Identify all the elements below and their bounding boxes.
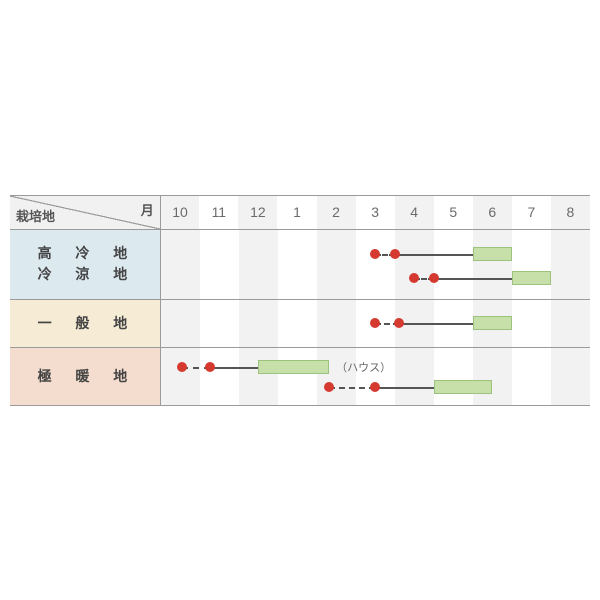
month-header: 4 [395,195,434,229]
marker-dot [394,318,404,328]
segment-solid [210,367,259,369]
row-label-line: 極 暖 地 [10,366,160,387]
segment-solid [375,387,434,389]
harvest-bar [473,247,512,261]
harvest-bar [434,380,493,394]
planting-calendar-chart: 栽培地月10111212345678高 冷 地冷 涼 地一 般 地極 暖 地（ハ… [10,195,590,406]
timeline-layer [161,300,590,347]
segment-dashed [329,387,376,389]
marker-dot [409,273,419,283]
row-label: 極 暖 地 [10,347,160,405]
marker-dot [324,382,334,392]
month-header: 2 [317,195,356,229]
row-label: 高 冷 地冷 涼 地 [10,229,160,299]
segment-solid [434,278,512,280]
marker-dot [177,362,187,372]
harvest-bar [258,360,328,374]
month-header: 7 [512,195,551,229]
row-label-line: 一 般 地 [10,313,160,334]
marker-dot [205,362,215,372]
header-corner: 栽培地 月 [10,195,160,229]
month-header: 3 [356,195,395,229]
marker-dot [370,318,380,328]
timeline-layer [161,230,590,299]
month-header: 10 [160,195,199,229]
calendar-table: 栽培地月10111212345678高 冷 地冷 涼 地一 般 地極 暖 地（ハ… [10,195,590,406]
corner-row-label: 栽培地 [16,206,55,225]
month-header: 11 [199,195,238,229]
marker-dot [370,382,380,392]
month-header: 12 [238,195,277,229]
timeline-cell: （ハウス） [160,347,590,405]
marker-dot [390,249,400,259]
timeline-cell [160,229,590,299]
month-header: 8 [551,195,590,229]
month-header: 1 [277,195,316,229]
marker-dot [370,249,380,259]
row-label-line: 冷 涼 地 [10,264,160,285]
harvest-bar [473,316,512,330]
month-header: 5 [434,195,473,229]
corner-col-label: 月 [141,200,154,219]
segment-solid [399,323,473,325]
harvest-bar [512,271,551,285]
marker-dot [429,273,439,283]
row-label: 一 般 地 [10,299,160,347]
track-note: （ハウス） [336,359,391,375]
timeline-layer: （ハウス） [161,348,590,405]
segment-solid [395,254,473,256]
row-label-line: 高 冷 地 [10,243,160,264]
month-header: 6 [473,195,512,229]
timeline-cell [160,299,590,347]
